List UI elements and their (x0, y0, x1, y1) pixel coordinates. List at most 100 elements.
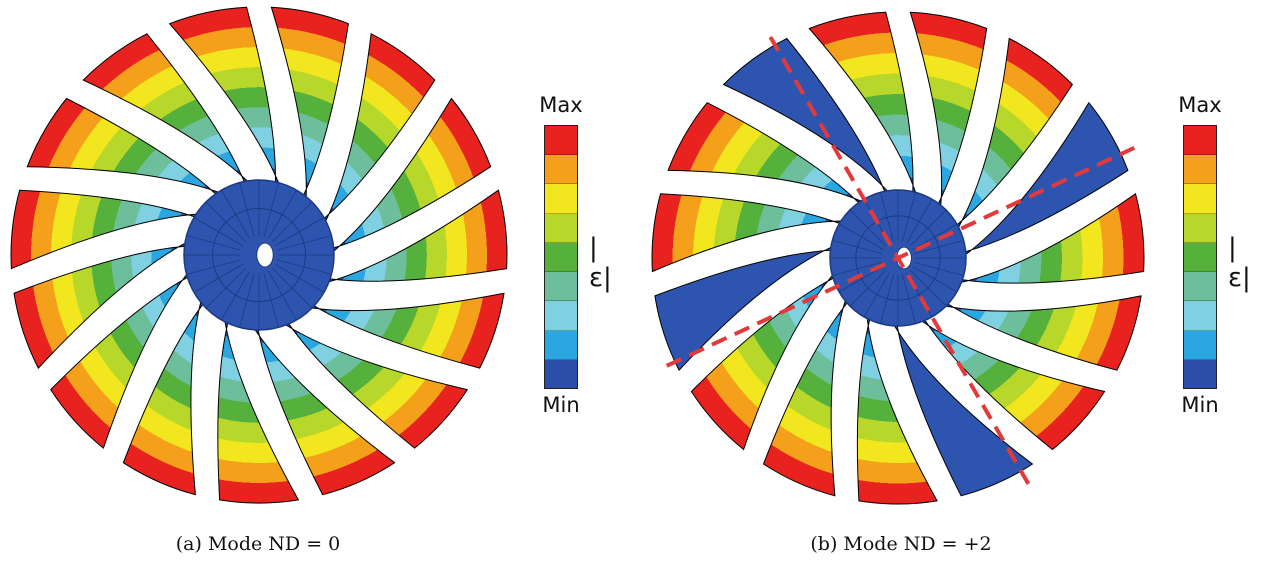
blade (667, 102, 862, 204)
hub-mesh-line (838, 223, 884, 250)
legend-color-band (545, 155, 577, 185)
hub-mesh-line (275, 217, 325, 246)
caption-a: (a) Mode ND = 0 (175, 533, 341, 555)
hub-mesh-line (268, 189, 297, 239)
blade (217, 320, 300, 504)
blade (651, 193, 842, 273)
legend-color-band (545, 184, 577, 214)
legend-color-band (1184, 184, 1216, 214)
blade (254, 329, 396, 496)
legend-color-band (545, 242, 577, 273)
legend-color-band (1184, 301, 1216, 331)
hub-mesh-line (263, 273, 279, 328)
legend-color-band (545, 330, 577, 360)
hub-mesh-line (221, 189, 250, 239)
blade (956, 37, 1074, 229)
blade (323, 33, 436, 222)
hub-mesh-line (239, 182, 255, 237)
hub-mesh-line (271, 201, 313, 243)
blade (945, 295, 1142, 371)
legend-color-band (1184, 155, 1216, 185)
legend-color-band (545, 301, 577, 331)
caption-b: (b) Mode ND = +2 (810, 533, 992, 555)
rotor-mode-nd-2 (651, 11, 1145, 505)
blade (10, 189, 198, 270)
legend-quantity-label: |ε| (1228, 233, 1251, 293)
blade (122, 301, 204, 496)
hub-mesh-line (909, 209, 947, 247)
blade (893, 325, 1034, 497)
legend-color-band (1184, 126, 1216, 156)
hub-mesh-line (902, 192, 916, 242)
blade (270, 6, 349, 198)
hub-mesh-line (205, 267, 247, 309)
hub-mesh-line (268, 271, 297, 321)
hub-mesh-line (832, 262, 882, 276)
hub-mesh-line (275, 264, 325, 293)
blade (960, 192, 1145, 284)
hub-mesh-line (902, 274, 916, 324)
legend-color-band (545, 272, 577, 302)
blade (82, 33, 249, 183)
nodal-line (765, 31, 1031, 485)
hub-mesh-line (205, 201, 247, 243)
legend-color-band (1184, 213, 1216, 243)
blade (654, 246, 832, 372)
hub-mesh-line (880, 274, 894, 324)
hub-mesh-line (914, 240, 964, 254)
hub-mesh-line (849, 209, 887, 247)
hub-mesh-line (221, 271, 250, 321)
legend-colorbar (1183, 125, 1217, 389)
legend-min-label: Min (542, 393, 580, 417)
legend-color-band (1184, 330, 1216, 360)
hub-mesh-line (849, 269, 887, 307)
legend-color-band (545, 359, 577, 388)
legend-color-band (545, 126, 577, 156)
hub-mesh-line (186, 259, 241, 275)
hub-mesh-line (832, 240, 882, 254)
hub-mesh-line (912, 223, 958, 250)
hub-mesh-line (838, 266, 884, 293)
hub-mesh-line (263, 182, 279, 237)
blade (921, 319, 1106, 451)
hub-mesh-line (186, 235, 241, 251)
hub-mesh-line (277, 235, 332, 251)
blade (762, 299, 848, 497)
legend-min-label: Min (1181, 393, 1219, 417)
legend-colorbar (544, 125, 578, 389)
legend-color-band (1184, 272, 1216, 302)
blade (311, 292, 505, 369)
strain-legend: Max Min |ε| (531, 93, 612, 423)
blade (909, 11, 988, 207)
legend-color-band (1184, 359, 1216, 388)
rotor-mode-nd-0 (10, 6, 508, 504)
hub-mesh-line (239, 273, 255, 328)
blade (13, 242, 186, 369)
blade (965, 101, 1129, 256)
blade (333, 97, 492, 253)
hub-bore (256, 242, 274, 268)
hub-mesh-line (906, 198, 933, 244)
blade (722, 37, 889, 192)
legend-color-band (1184, 242, 1216, 273)
blade (284, 323, 469, 449)
hub-mesh-line (271, 267, 313, 309)
panel-mode-nd-0: Max Min |ε| (a) Mode ND = 0 (0, 0, 640, 565)
strain-legend: Max Min |ε| (1170, 93, 1251, 423)
hub-mesh-line (880, 192, 894, 242)
hub-mesh-line (909, 269, 947, 307)
hub-mesh-line (912, 266, 958, 293)
blade (26, 97, 220, 195)
legend-max-label: Max (539, 93, 583, 117)
hub-mesh-line (193, 217, 243, 246)
panel-mode-nd-2: Max Min |ε| (b) Mode ND = +2 (640, 0, 1281, 565)
legend-max-label: Max (1178, 93, 1222, 117)
hub-mesh-line (914, 262, 964, 276)
blade (328, 189, 508, 283)
legend-quantity-label: |ε| (589, 233, 612, 293)
blade (808, 11, 917, 194)
hub-mesh-line (863, 272, 890, 318)
blade (856, 317, 938, 505)
blade (168, 6, 280, 184)
blade (50, 273, 188, 449)
